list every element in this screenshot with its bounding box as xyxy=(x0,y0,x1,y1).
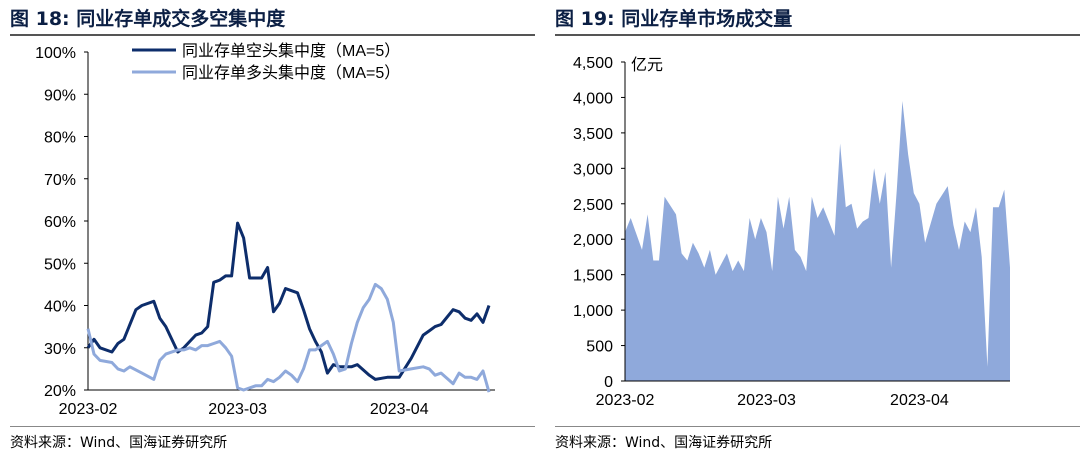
figure-19-title: 图 19: 同业存单市场成交量 xyxy=(555,8,793,30)
legend-label-1: 同业存单空头集中度（MA=5） xyxy=(182,42,400,60)
y-tick-label: 0 xyxy=(604,374,613,391)
x-tick-label: 2023-03 xyxy=(208,401,267,416)
figure-18-title-rule xyxy=(10,34,535,36)
y-unit-label: 亿元 xyxy=(631,56,663,74)
x-tick-label: 2023-04 xyxy=(370,401,429,416)
y-tick-label: 70% xyxy=(44,172,76,189)
y-tick-label: 90% xyxy=(44,87,76,104)
y-tick-label: 1,000 xyxy=(573,303,613,320)
series-line-1 xyxy=(86,221,491,381)
y-tick-label: 500 xyxy=(586,339,613,356)
x-tick-label: 2023-03 xyxy=(737,392,796,409)
series-area-1 xyxy=(625,101,1010,381)
series-line-2 xyxy=(86,282,491,393)
figure-18-line-chart: 20% 30% 40% 50% 60% 70% 80% 90% 100% 2023-02 2023-… xyxy=(35,42,495,416)
y-tick-label: 3,500 xyxy=(573,126,613,143)
y-tick-label: 30% xyxy=(44,341,76,358)
y-tick-label: 40% xyxy=(44,299,76,316)
figure-19-bottom-rule xyxy=(555,426,1080,427)
x-tick-label: 2023-04 xyxy=(890,392,949,409)
y-tick-label: 1,500 xyxy=(573,268,613,285)
x-tick-label: 2023-02 xyxy=(59,401,118,416)
x-tick-label: 2023-02 xyxy=(596,392,655,409)
y-tick-label: 100% xyxy=(35,45,76,62)
figure-18-panel: 图 18: 同业存单成交多空集中度 20% 30% 40% 50% 60% 70% 80% 9… xyxy=(0,0,535,460)
figure-19-panel: 图 19: 同业存单市场成交量 0 500 1,000 1,500 2,000 2,500… xyxy=(545,0,1080,460)
figure-18-source: 资料来源：Wind、国海证券研究所 xyxy=(10,435,228,451)
y-tick-label: 80% xyxy=(44,130,76,147)
figure-18-title: 图 18: 同业存单成交多空集中度 xyxy=(10,8,286,30)
legend-label-2: 同业存单多头集中度（MA=5） xyxy=(182,64,400,82)
y-tick-label: 50% xyxy=(44,256,76,273)
y-tick-label: 60% xyxy=(44,214,76,231)
figure-19-area-chart: 0 500 1,000 1,500 2,000 2,500 3,000 3,500 4,000 4… xyxy=(573,55,1010,409)
figure-19-source: 资料来源：Wind、国海证券研究所 xyxy=(555,435,773,451)
y-tick-label: 4,500 xyxy=(573,55,613,72)
y-tick-label: 2,000 xyxy=(573,232,613,249)
y-tick-label: 3,000 xyxy=(573,161,613,178)
y-tick-label: 2,500 xyxy=(573,197,613,214)
y-tick-label: 4,000 xyxy=(573,90,613,107)
figure-18-bottom-rule xyxy=(10,426,535,427)
figure-19-title-rule xyxy=(555,34,1080,36)
y-tick-label: 20% xyxy=(44,383,76,400)
